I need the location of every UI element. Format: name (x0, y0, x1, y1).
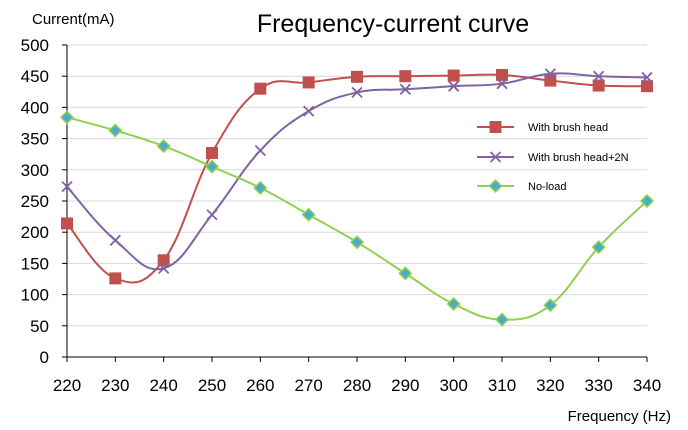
data-point (543, 298, 558, 313)
x-tick-label: 340 (633, 376, 661, 395)
marker-stroke (544, 68, 556, 80)
data-point (303, 105, 315, 117)
data-point (591, 240, 606, 255)
marker-stroke (158, 262, 170, 275)
legend-marker (489, 151, 502, 163)
x-tick-label: 290 (391, 376, 419, 395)
y-axis-label: Current(mA) (32, 11, 115, 28)
y-tick-label: 100 (21, 286, 49, 305)
data-point (108, 123, 123, 138)
marker-stroke (593, 70, 605, 82)
data-point (447, 69, 460, 82)
data-point (109, 272, 122, 285)
x-tick-label: 230 (101, 376, 129, 395)
y-tick-label: 150 (21, 254, 49, 273)
marker-stroke (448, 80, 460, 92)
axes (62, 44, 648, 362)
x-axis-label: Frequency (Hz) (568, 408, 671, 425)
data-point (351, 86, 363, 99)
data-point (496, 68, 508, 81)
data-point (544, 74, 557, 87)
series-line (66, 116, 648, 321)
marker-stroke (351, 86, 363, 99)
marker-stroke (641, 71, 653, 84)
data-point (593, 70, 605, 82)
data-point (349, 235, 365, 250)
x-tick-label: 250 (198, 376, 226, 395)
y-tick-label: 250 (21, 192, 49, 211)
x-tick-label: 240 (149, 376, 177, 395)
data-point (494, 312, 510, 327)
data-point (639, 193, 655, 209)
data-point (544, 68, 556, 80)
data-point (61, 181, 73, 193)
y-tick-label: 500 (21, 36, 49, 55)
data-point (592, 79, 605, 92)
data-point (206, 209, 218, 221)
data-point (61, 217, 73, 230)
y-tick-label: 450 (21, 67, 49, 86)
data-point (448, 80, 460, 92)
series-line (66, 73, 648, 284)
x-tick-label: 310 (488, 376, 516, 395)
marker-stroke (109, 234, 121, 246)
data-point (641, 71, 653, 84)
data-point (398, 266, 413, 281)
legend-label: With brush head (528, 122, 608, 134)
marker-stroke (206, 209, 218, 221)
series-with-brush-head-2n (61, 68, 653, 275)
marker-stroke (61, 181, 73, 193)
data-point (156, 139, 171, 154)
legend-item: With brush head+2N (477, 151, 629, 164)
chart-title: Frequency-current curve (257, 10, 529, 38)
legend-marker (488, 178, 503, 194)
data-point (59, 110, 75, 125)
marker-stroke (496, 78, 508, 90)
marker-stroke (254, 144, 266, 157)
y-tick-label: 400 (21, 98, 49, 117)
data-point (641, 80, 653, 93)
x-tick-label: 320 (536, 376, 564, 395)
x-tick-label: 280 (343, 376, 371, 395)
data-point (109, 234, 121, 246)
legend-label: With brush head+2N (528, 152, 629, 164)
data-point (351, 70, 363, 83)
data-point (254, 144, 266, 157)
data-point (206, 146, 218, 159)
data-point (302, 76, 315, 89)
data-point (158, 262, 170, 275)
data-point (399, 83, 411, 95)
series-no-load (59, 110, 655, 327)
tick-labels: 0 50 100 150 200 250 300 350 400 450 500 220 230 240 2… (21, 36, 662, 395)
data-point (301, 207, 316, 222)
data-point (253, 180, 268, 195)
series-group (59, 68, 655, 327)
data-point (399, 70, 412, 83)
y-tick-label: 300 (21, 161, 49, 180)
legend-item: With brush head (477, 121, 608, 134)
y-tick-label: 0 (40, 348, 49, 367)
data-point (157, 254, 170, 267)
marker-stroke (489, 151, 502, 163)
marker-stroke (399, 83, 411, 95)
y-tick-label: 350 (21, 130, 49, 149)
y-tick-label: 200 (21, 223, 49, 242)
legend: With brush head With brush head+2N No-load (477, 121, 629, 194)
legend-item: No-load (477, 178, 567, 194)
y-tick-label: 50 (30, 317, 49, 336)
data-point (446, 296, 461, 312)
legend-label: No-load (528, 181, 567, 193)
series-with-brush-head (61, 68, 653, 285)
x-tick-label: 260 (246, 376, 274, 395)
data-point (204, 159, 220, 174)
x-tick-label: 330 (584, 376, 612, 395)
x-tick-label: 300 (439, 376, 467, 395)
x-tick-label: 220 (53, 376, 81, 395)
data-point (254, 82, 267, 95)
x-tick-label: 270 (294, 376, 322, 395)
data-point (496, 78, 508, 90)
legend-marker (489, 121, 502, 133)
marker-stroke (303, 105, 315, 117)
